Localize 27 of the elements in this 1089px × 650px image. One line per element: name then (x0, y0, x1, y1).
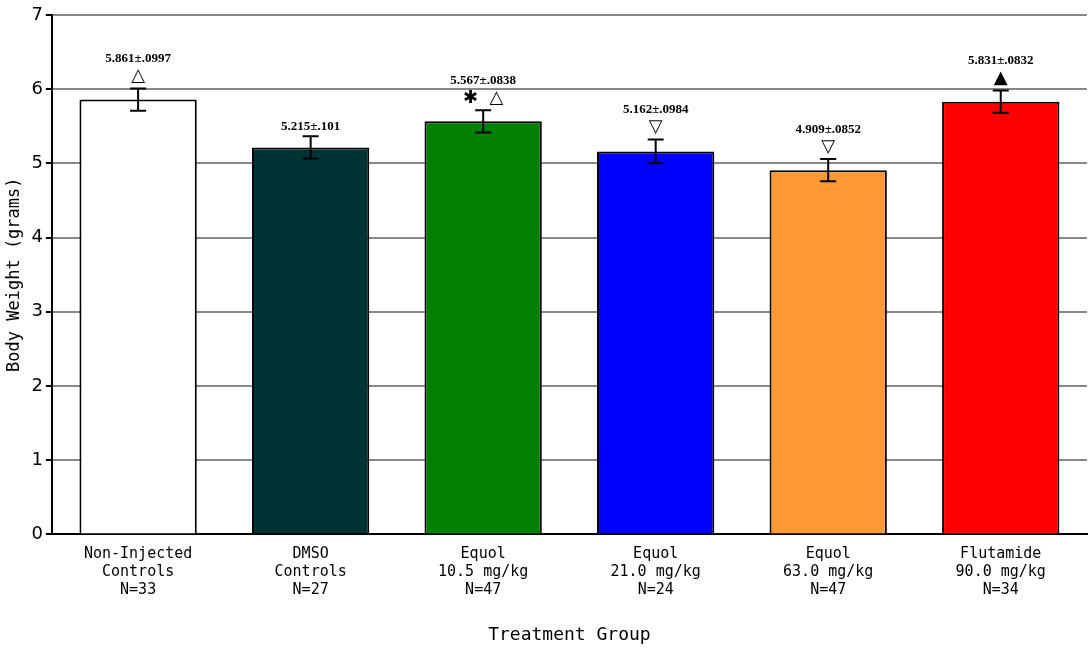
y-tick-label: 3 (31, 299, 43, 321)
y-tick-label: 4 (31, 225, 43, 247)
x-tick-label: Equol 21.0 mg/kg N=24 (610, 544, 701, 599)
data-label: 5.831±.0832 (967, 52, 1034, 68)
data-label: 5.861±.0997 (105, 50, 172, 66)
y-tick-label: 5 (31, 151, 43, 173)
data-label: 5.162±.0984 (622, 101, 689, 117)
annotation: △ (131, 64, 146, 86)
x-tick-label: Non-Injected Controls N=33 (83, 544, 193, 599)
data-label: 4.909±.0852 (795, 120, 862, 136)
data-label: 5.215±.101 (281, 118, 341, 134)
annotation: ✱ △ (462, 85, 504, 107)
annotation: ▽ (648, 115, 663, 137)
x-tick-label: Equol 63.0 mg/kg N=47 (783, 544, 874, 599)
y-tick-label: 0 (31, 522, 43, 544)
data-label: 5.567±.0838 (450, 72, 517, 88)
y-tick-label: 7 (31, 2, 43, 24)
annotation: ▽ (821, 134, 836, 156)
y-tick-label: 6 (31, 76, 43, 98)
y-axis-title: Body Weight (grams) (2, 177, 23, 372)
x-tick-label: Flutamide 90.0 mg/kg N=34 (955, 544, 1046, 599)
x-axis-title: Treatment Group (488, 622, 651, 644)
y-tick-label: 1 (31, 447, 43, 469)
x-tick-label: DMSO Controls N=27 (274, 544, 347, 599)
y-tick-label: 2 (31, 373, 43, 395)
annotation: ▲ (993, 66, 1008, 88)
x-tick-label: Equol 10.5 mg/kg N=47 (438, 544, 529, 599)
